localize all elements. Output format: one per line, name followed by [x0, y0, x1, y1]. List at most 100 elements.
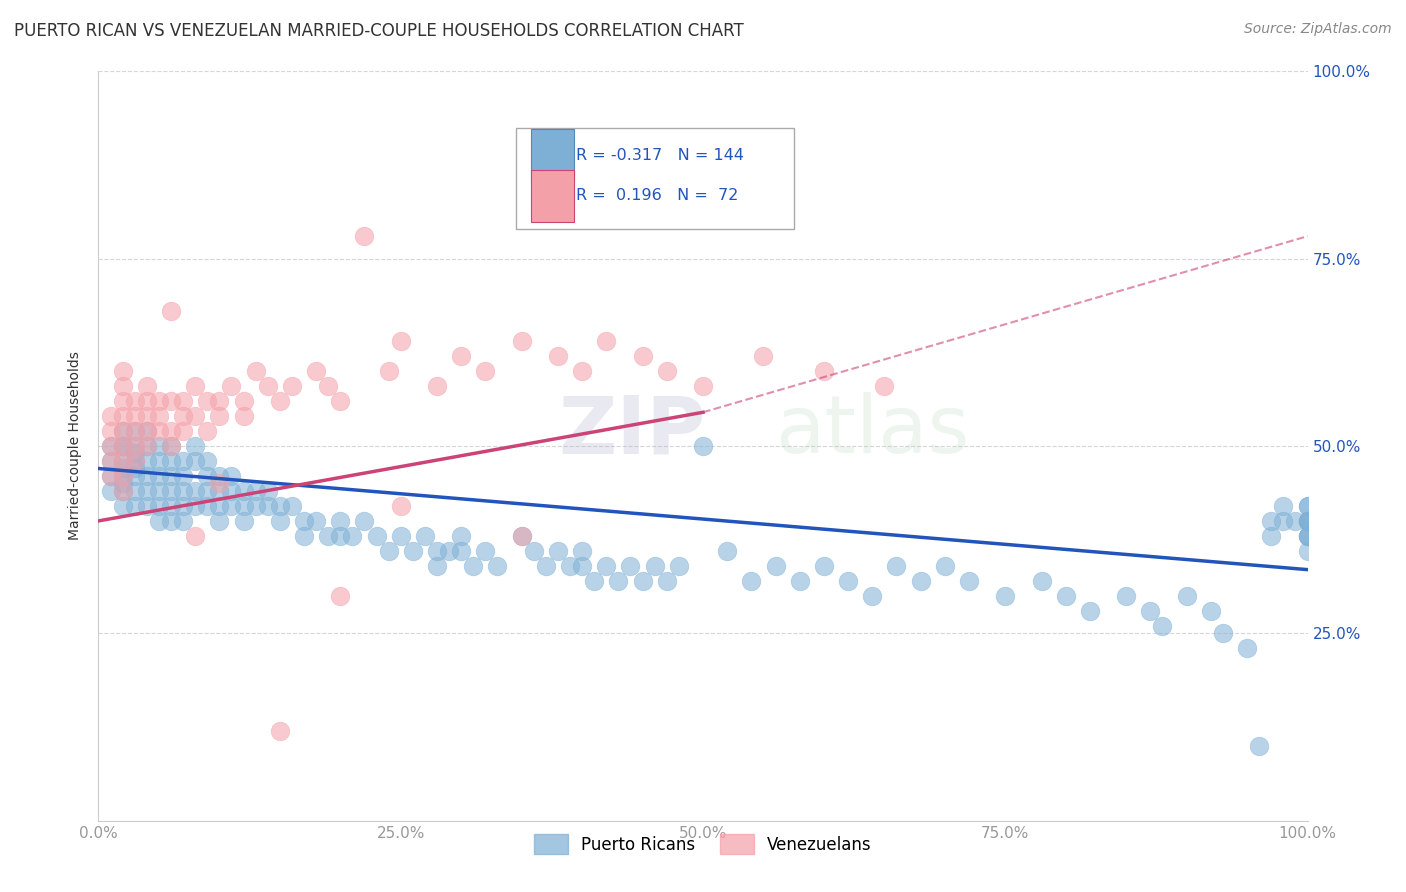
Point — [135, 439, 157, 453]
Point — [813, 558, 835, 573]
Point — [184, 529, 207, 543]
Point — [305, 514, 328, 528]
Point — [740, 574, 762, 588]
Point — [160, 439, 183, 453]
Point — [100, 483, 122, 498]
Point — [655, 574, 678, 588]
Point — [184, 379, 207, 393]
Point — [100, 409, 122, 423]
Point — [377, 544, 399, 558]
Point — [232, 483, 254, 498]
Point — [256, 483, 278, 498]
Point — [353, 229, 375, 244]
Point — [148, 454, 170, 468]
Point — [172, 499, 194, 513]
Point — [148, 394, 170, 409]
Point — [486, 558, 509, 573]
Point — [583, 574, 606, 588]
Point — [595, 558, 617, 573]
Text: R =  0.196   N =  72: R = 0.196 N = 72 — [576, 188, 738, 203]
Point — [208, 394, 231, 409]
Point — [148, 409, 170, 423]
Point — [135, 454, 157, 468]
Point — [558, 558, 581, 573]
Point — [329, 394, 352, 409]
Point — [148, 483, 170, 498]
Point — [172, 454, 194, 468]
Point — [208, 483, 231, 498]
Point — [160, 454, 183, 468]
Point — [111, 454, 134, 468]
Point — [571, 558, 593, 573]
Point — [172, 483, 194, 498]
Point — [1260, 514, 1282, 528]
Point — [100, 424, 122, 438]
Point — [160, 514, 183, 528]
Point — [111, 483, 134, 498]
Point — [1296, 529, 1319, 543]
Text: R = -0.317   N = 144: R = -0.317 N = 144 — [576, 148, 744, 163]
Point — [655, 364, 678, 378]
Point — [1249, 739, 1271, 753]
Point — [1078, 604, 1101, 618]
Point — [571, 544, 593, 558]
Point — [184, 483, 207, 498]
Point — [148, 469, 170, 483]
Point — [135, 424, 157, 438]
Point — [195, 499, 218, 513]
Point — [160, 439, 183, 453]
Point — [450, 544, 472, 558]
Point — [957, 574, 980, 588]
Point — [124, 454, 146, 468]
Point — [329, 529, 352, 543]
Point — [111, 379, 134, 393]
Point — [135, 409, 157, 423]
Point — [221, 469, 243, 483]
Point — [413, 529, 436, 543]
Point — [111, 364, 134, 378]
Point — [426, 558, 449, 573]
Point — [124, 469, 146, 483]
Point — [124, 439, 146, 453]
Point — [184, 439, 207, 453]
Point — [1212, 626, 1234, 640]
Point — [292, 529, 315, 543]
Point — [1296, 514, 1319, 528]
Point — [184, 499, 207, 513]
Point — [111, 424, 134, 438]
Point — [426, 544, 449, 558]
Point — [547, 349, 569, 363]
Point — [692, 379, 714, 393]
Point — [1296, 499, 1319, 513]
Point — [208, 499, 231, 513]
Point — [1139, 604, 1161, 618]
Point — [1031, 574, 1053, 588]
Point — [389, 334, 412, 348]
Point — [1296, 514, 1319, 528]
Point — [172, 409, 194, 423]
Point — [100, 439, 122, 453]
Point — [534, 558, 557, 573]
Point — [111, 454, 134, 468]
Point — [886, 558, 908, 573]
Point — [111, 499, 134, 513]
Point — [813, 364, 835, 378]
Point — [269, 723, 291, 738]
Point — [124, 454, 146, 468]
Point — [148, 499, 170, 513]
Point — [111, 461, 134, 475]
Point — [450, 349, 472, 363]
Point — [172, 514, 194, 528]
Point — [135, 424, 157, 438]
Point — [100, 454, 122, 468]
Point — [474, 544, 496, 558]
Point — [716, 544, 738, 558]
Point — [281, 379, 304, 393]
Point — [510, 334, 533, 348]
Point — [1272, 514, 1295, 528]
Point — [873, 379, 896, 393]
Point — [221, 499, 243, 513]
Point — [1152, 619, 1174, 633]
Point — [232, 409, 254, 423]
Y-axis label: Married-couple Households: Married-couple Households — [69, 351, 83, 541]
